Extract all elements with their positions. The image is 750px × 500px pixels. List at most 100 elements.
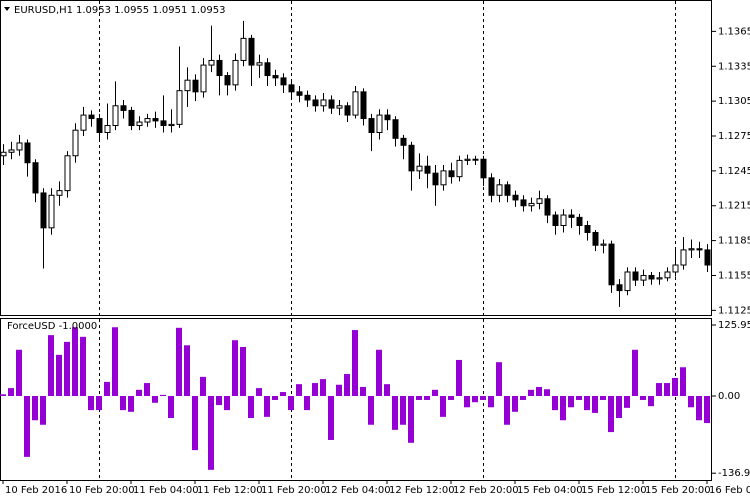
histogram-bar bbox=[184, 345, 190, 397]
histogram-bar bbox=[696, 396, 702, 421]
histogram-bar bbox=[672, 377, 678, 397]
histogram-bar bbox=[392, 396, 398, 430]
candle-body bbox=[232, 59, 239, 86]
histogram-bar bbox=[448, 396, 454, 400]
candle-body bbox=[48, 194, 55, 229]
histogram-bar bbox=[280, 392, 286, 397]
histogram-bar bbox=[192, 396, 198, 451]
candle-body bbox=[576, 216, 583, 226]
candle-body bbox=[176, 90, 183, 125]
candle-body bbox=[464, 158, 471, 161]
candle-body bbox=[216, 59, 223, 77]
histogram-bar bbox=[152, 396, 158, 403]
candle-body bbox=[560, 214, 567, 226]
candle-body bbox=[384, 114, 391, 121]
candle-body bbox=[160, 120, 167, 127]
histogram-bar bbox=[456, 359, 462, 397]
candle-body bbox=[632, 271, 639, 281]
histogram-bar bbox=[232, 340, 238, 397]
histogram-bar bbox=[424, 396, 430, 400]
histogram-bar bbox=[104, 381, 110, 397]
x-tick-label: 15 Feb 20:00 bbox=[645, 485, 711, 496]
candle-body bbox=[472, 158, 479, 161]
histogram-bar bbox=[432, 389, 438, 397]
candle-body bbox=[320, 99, 327, 107]
candle-body bbox=[520, 199, 527, 207]
candle-body bbox=[352, 91, 359, 116]
histogram-bar bbox=[88, 396, 94, 411]
histogram-bar bbox=[584, 396, 590, 411]
histogram-bar bbox=[96, 396, 102, 411]
histogram-bar bbox=[472, 396, 478, 403]
candle-body bbox=[56, 190, 63, 196]
candle-body bbox=[360, 91, 367, 120]
price-panel bbox=[0, 0, 712, 316]
candle-body bbox=[248, 37, 255, 66]
y-tick-label: 1.1125 bbox=[718, 305, 750, 316]
histogram-bar bbox=[312, 383, 318, 397]
histogram-bar bbox=[224, 396, 230, 411]
candle-body bbox=[584, 224, 591, 233]
candle-body bbox=[680, 249, 687, 266]
candle-body bbox=[192, 79, 199, 93]
candle-body bbox=[144, 118, 151, 123]
candle-body bbox=[280, 77, 287, 86]
x-tick-label: 11 Feb 12:00 bbox=[197, 485, 263, 496]
candle-body bbox=[408, 144, 415, 172]
histogram-bar bbox=[560, 396, 566, 421]
histogram-bar bbox=[80, 336, 86, 397]
histogram-bar bbox=[320, 379, 326, 397]
histogram-bar bbox=[688, 396, 694, 408]
histogram-bar bbox=[8, 388, 14, 397]
histogram-bar bbox=[440, 396, 446, 417]
candle-body bbox=[600, 243, 607, 246]
x-tick-label: 12 Feb 20:00 bbox=[453, 485, 519, 496]
quote: 1.0953 1.0955 1.0951 1.0953 bbox=[76, 5, 226, 16]
candle-body bbox=[696, 248, 703, 251]
x-tick-label: 10 Feb 2016 bbox=[5, 485, 67, 496]
histogram-bar bbox=[0, 394, 6, 397]
histogram-bar bbox=[704, 396, 710, 424]
histogram-bar bbox=[408, 396, 414, 443]
histogram-bar bbox=[328, 396, 334, 440]
candle-body bbox=[568, 214, 575, 218]
histogram-bar bbox=[120, 396, 126, 411]
histogram-bar bbox=[512, 396, 518, 412]
candle-body bbox=[0, 151, 7, 157]
histogram-bar bbox=[368, 396, 374, 425]
candle-body bbox=[336, 105, 343, 109]
candle-body bbox=[648, 274, 655, 280]
candle-body bbox=[616, 284, 623, 292]
histogram-bar bbox=[600, 396, 606, 400]
histogram-bar bbox=[264, 396, 270, 417]
histogram-bar bbox=[608, 396, 614, 433]
candle-body bbox=[168, 123, 175, 127]
histogram-bar bbox=[552, 396, 558, 411]
candle-body bbox=[208, 59, 215, 66]
histogram-bar bbox=[480, 396, 486, 400]
candle-body bbox=[456, 159, 463, 178]
histogram-bar bbox=[624, 396, 630, 408]
x-tick-label: 11 Feb 20:00 bbox=[261, 485, 327, 496]
histogram-bar bbox=[656, 383, 662, 397]
histogram-bar bbox=[504, 396, 510, 425]
histogram-bar bbox=[416, 396, 422, 400]
y-tick-label: 0.00 bbox=[718, 391, 740, 402]
histogram-bar bbox=[48, 335, 54, 397]
histogram-bar bbox=[128, 396, 134, 412]
candle-body bbox=[664, 271, 671, 279]
candle-body bbox=[552, 214, 559, 226]
candle-body bbox=[488, 177, 495, 196]
candle-body bbox=[80, 114, 87, 131]
histogram-bar bbox=[16, 349, 22, 397]
candle-body bbox=[512, 194, 519, 201]
y-tick-label: 125.95 bbox=[718, 320, 750, 331]
candle-body bbox=[432, 172, 439, 186]
histogram-bar bbox=[488, 396, 494, 408]
candle-body bbox=[592, 231, 599, 246]
y-tick-label: 1.1365 bbox=[718, 26, 750, 37]
histogram-bar bbox=[376, 349, 382, 397]
histogram-bar bbox=[496, 362, 502, 397]
histogram-bar bbox=[240, 346, 246, 397]
candle-body bbox=[16, 142, 23, 151]
